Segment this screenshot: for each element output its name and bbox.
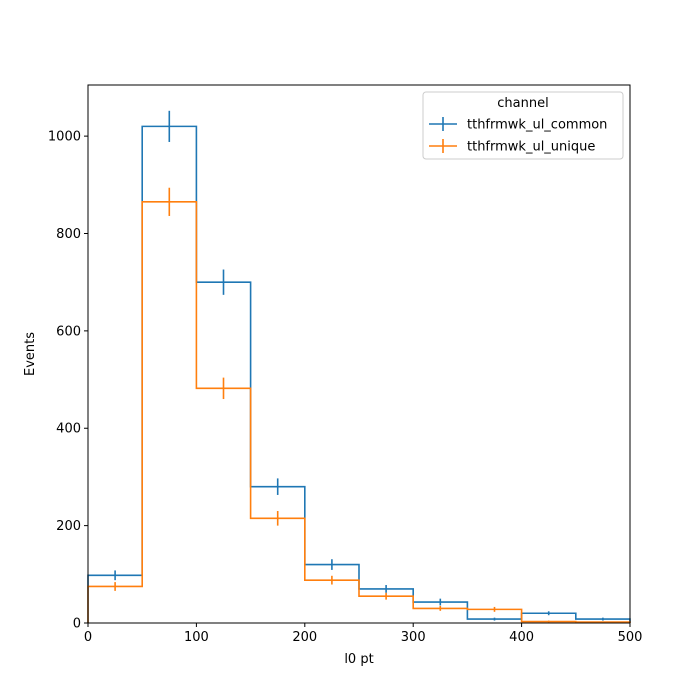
x-tick-label: 100 [184, 630, 209, 645]
legend: channel tthfrmwk_ul_common tthfrmwk_ul_un… [422, 91, 624, 160]
y-tick-label: 200 [56, 519, 81, 534]
series-tthfrmwk_ul_unique [87, 187, 631, 623]
x-tick-label: 400 [509, 630, 534, 645]
legend-label: tthfrmwk_ul_common [467, 118, 607, 133]
axes-frame [87, 84, 631, 624]
plot-area [87, 110, 631, 623]
legend-item: tthfrmwk_ul_common [429, 117, 607, 133]
x-axis: 0 100 200 300 400 500 [84, 623, 643, 645]
y-axis-label: Events [23, 332, 38, 376]
y-tick-label: 0 [73, 617, 81, 632]
y-axis: 0 200 400 600 800 1000 [48, 130, 88, 632]
y-tick-label: 1000 [48, 130, 81, 145]
legend-item: tthfrmwk_ul_unique [429, 139, 595, 155]
legend-box [422, 91, 624, 160]
legend-title: channel [497, 96, 548, 111]
x-tick-label: 500 [618, 630, 643, 645]
x-tick-label: 0 [84, 630, 92, 645]
x-axis-label: l0 pt [344, 652, 373, 667]
x-tick-label: 300 [401, 630, 426, 645]
y-tick-label: 400 [56, 422, 81, 437]
histogram-step-tthfrmwk_ul_unique [87, 201, 631, 623]
x-tick-label: 200 [292, 630, 317, 645]
y-tick-label: 800 [56, 227, 81, 242]
y-tick-label: 600 [56, 324, 81, 339]
legend-label: tthfrmwk_ul_unique [467, 140, 595, 155]
series-tthfrmwk_ul_common [87, 110, 631, 623]
